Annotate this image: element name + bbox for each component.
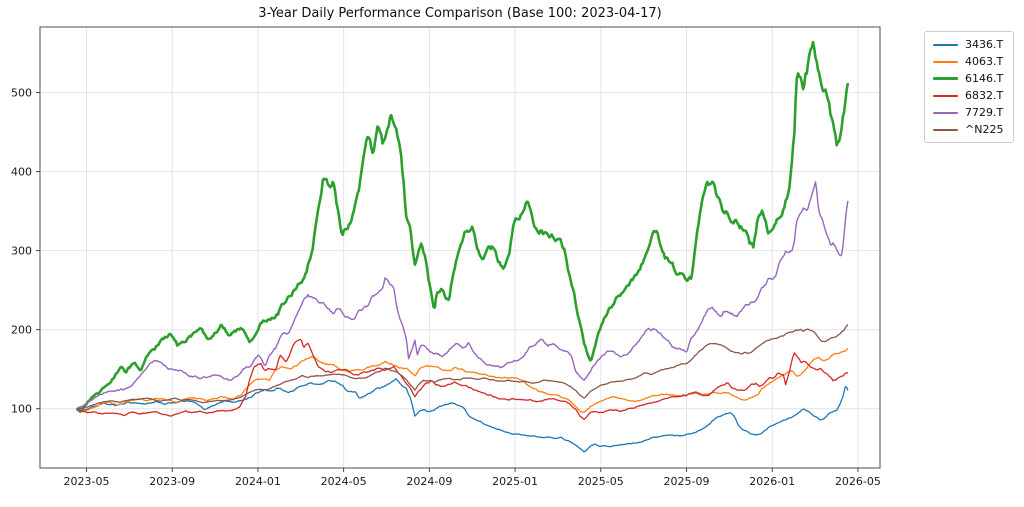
series-line-7729.T: [76, 181, 849, 410]
legend-item-label: 6146.T: [965, 72, 1004, 85]
legend-item: 6832.T: [933, 89, 1003, 102]
legend-line-swatch: [933, 77, 958, 80]
legend-line-swatch: [933, 128, 958, 131]
series-line-6832.T: [76, 338, 849, 421]
legend-item-label: 3436.T: [965, 38, 1004, 51]
y-tick-label: 100: [11, 403, 32, 416]
x-tick-label: 2023-05: [64, 475, 110, 488]
legend-line-swatch: [933, 43, 958, 46]
legend: 3436.T 4063.T 6146.T 6832.T 7729.T ^N225: [924, 31, 1015, 143]
legend-item: 4063.T: [933, 55, 1003, 68]
legend-item: 7729.T: [933, 106, 1003, 119]
x-tick-label: 2024-09: [406, 475, 452, 488]
legend-item: ^N225: [933, 123, 1003, 136]
series-line-4063.T: [76, 347, 849, 413]
legend-line-swatch: [933, 94, 958, 97]
y-tick-label: 300: [11, 245, 32, 258]
legend-item-label: 4063.T: [965, 55, 1004, 68]
plot-frame: [39, 26, 881, 469]
legend-item-label: 6832.T: [965, 89, 1004, 102]
x-tick-label: 2025-09: [664, 475, 710, 488]
series-line-3436.T: [76, 378, 849, 453]
x-tick-label: 2025-01: [492, 475, 538, 488]
legend-line-swatch: [933, 111, 958, 114]
x-tick-label: 2023-09: [149, 475, 195, 488]
y-tick-label: 200: [11, 324, 32, 337]
legend-item: 6146.T: [933, 72, 1003, 85]
legend-item-label: 7729.T: [965, 106, 1004, 119]
legend-item-label: ^N225: [965, 123, 1004, 136]
chart-title: 3-Year Daily Performance Comparison (Bas…: [258, 6, 662, 21]
series-line-^N225: [76, 323, 849, 410]
legend-item: 3436.T: [933, 38, 1003, 51]
x-tick-label: 2025-05: [578, 475, 624, 488]
x-tick-label: 2024-05: [321, 475, 367, 488]
y-tick-label: 500: [11, 87, 32, 100]
x-tick-label: 2026-05: [835, 475, 881, 488]
x-tick-label: 2026-01: [749, 475, 795, 488]
legend-line-swatch: [933, 60, 958, 63]
series-line-6146.T: [76, 40, 850, 413]
y-tick-label: 400: [11, 166, 32, 179]
x-tick-label: 2024-01: [235, 475, 281, 488]
